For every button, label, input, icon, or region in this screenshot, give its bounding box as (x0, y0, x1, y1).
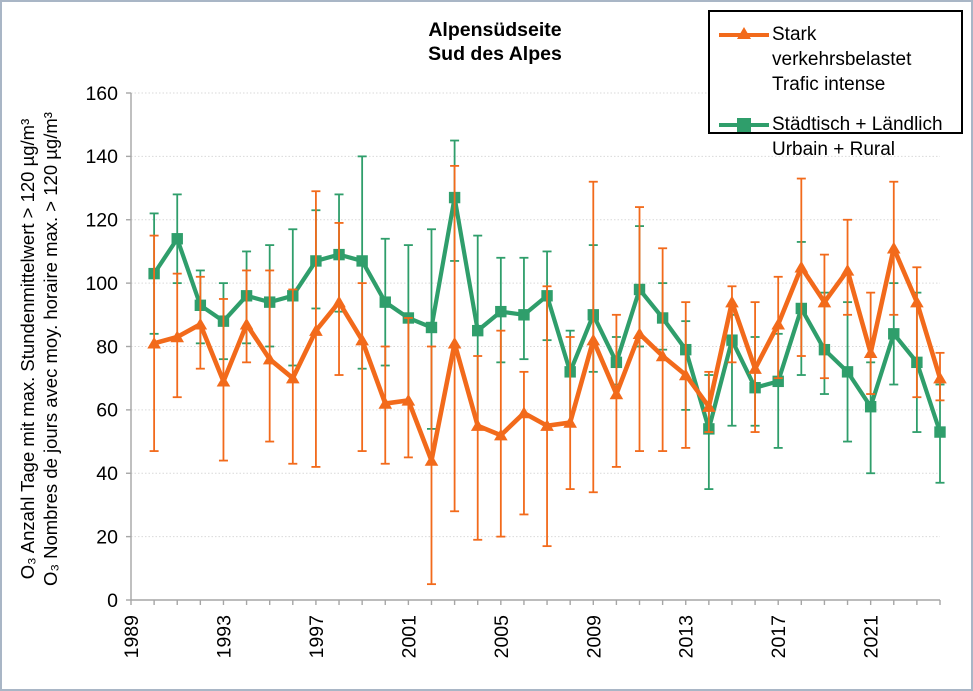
data-point-triangle (517, 406, 531, 419)
legend-label-traffic-line1: Stark verkehrsbelastet (772, 24, 912, 70)
data-point-triangle (655, 349, 670, 362)
legend-label-urban-rural-line1: Städtisch + Ländlich (772, 114, 943, 135)
y-axis-title-line2: O₃ Nombres de jours avec moy. horaire ma… (40, 112, 61, 586)
x-tick-label: 2001 (398, 615, 420, 658)
data-point-square (171, 233, 183, 245)
data-point-triangle (401, 393, 416, 406)
data-point-square (934, 426, 946, 438)
chart-title-line2: Sud des Alpes (428, 43, 562, 65)
x-tick-label: 2017 (768, 615, 790, 658)
data-point-square (495, 305, 507, 318)
data-point-triangle (262, 352, 277, 365)
x-tick-label: 2005 (491, 615, 513, 659)
legend-label-urban-rural: Städtisch + Ländlich Urbain + Rural (772, 112, 943, 162)
data-point-square (772, 375, 784, 388)
legend-item-urban-rural: Städtisch + Ländlich Urbain + Rural (718, 112, 961, 162)
data-point-triangle (725, 295, 739, 308)
x-tick-label: 1989 (121, 615, 143, 658)
data-point-square (888, 328, 900, 340)
data-point-triangle (609, 387, 624, 400)
y-tick-label: 40 (96, 463, 118, 485)
data-point-triangle (632, 327, 647, 340)
data-point-triangle (748, 362, 762, 374)
x-tick-label: 1993 (213, 615, 235, 658)
data-point-triangle (586, 333, 601, 346)
y-tick-label: 120 (85, 210, 118, 232)
data-point-triangle (447, 336, 462, 349)
data-point-triangle (216, 374, 231, 387)
data-point-square (841, 366, 854, 378)
y-tick-label: 80 (96, 336, 118, 358)
legend-label-urban-rural-line2: Urbain + Rural (772, 139, 896, 160)
data-point-square (472, 324, 484, 337)
data-point-triangle (193, 317, 208, 330)
y-tick-label: 160 (85, 83, 118, 105)
y-tick-label: 140 (85, 146, 118, 168)
chart-title: Alpensüdseite Sud des Alpes (283, 18, 707, 66)
triangle-series-marker-icon (719, 27, 769, 39)
x-tick-label: 2009 (583, 615, 605, 658)
data-point-triangle (933, 371, 947, 384)
data-point-triangle (332, 295, 346, 308)
legend-label-traffic: Stark verkehrsbelastet Trafic intense (772, 22, 961, 97)
legend-item-traffic: Stark verkehrsbelastet Trafic intense (718, 22, 961, 97)
data-point-triangle (886, 241, 901, 254)
data-point-triangle (771, 317, 785, 330)
data-point-triangle (540, 419, 554, 431)
y-axis-title: O₃ Anzahl Tage mit max. Stundenmittelwer… (16, 57, 64, 641)
y-tick-label: 60 (96, 400, 118, 422)
data-point-triangle (470, 419, 485, 431)
x-tick-label: 2021 (861, 615, 883, 658)
legend: Stark verkehrsbelastet Trafic intense St… (708, 10, 963, 160)
data-point-triangle (910, 295, 924, 308)
y-tick-label: 0 (107, 590, 118, 612)
x-tick-label: 1997 (306, 615, 328, 658)
square-series-marker-icon (719, 118, 769, 132)
data-point-triangle (239, 317, 254, 330)
data-point-triangle (563, 416, 577, 428)
data-point-triangle (494, 428, 508, 441)
data-point-triangle (378, 397, 393, 409)
data-point-triangle (147, 336, 161, 349)
data-point-triangle (309, 324, 323, 336)
legend-label-traffic-line2: Trafic intense (772, 74, 886, 95)
data-point-square (356, 255, 368, 267)
data-point-triangle (794, 260, 809, 273)
data-point-triangle (355, 333, 369, 346)
y-tick-label: 20 (96, 526, 118, 548)
y-axis-title-line1: O₃ Anzahl Tage mit max. Stundenmittelwer… (17, 118, 38, 580)
data-point-square (518, 309, 530, 321)
data-point-triangle (678, 368, 693, 381)
data-point-triangle (817, 295, 832, 308)
data-point-square (425, 321, 438, 334)
data-point-square (379, 296, 391, 308)
data-point-triangle (840, 263, 855, 276)
x-tick-label: 2013 (676, 615, 698, 658)
data-point-triangle (863, 346, 878, 359)
data-point-triangle (424, 454, 439, 466)
y-tick-label: 100 (85, 273, 118, 295)
data-point-triangle (286, 371, 300, 384)
chart-title-line1: Alpensüdseite (428, 19, 562, 41)
data-point-triangle (170, 330, 185, 343)
data-point-triangle (702, 400, 716, 412)
data-point-square (864, 401, 877, 413)
